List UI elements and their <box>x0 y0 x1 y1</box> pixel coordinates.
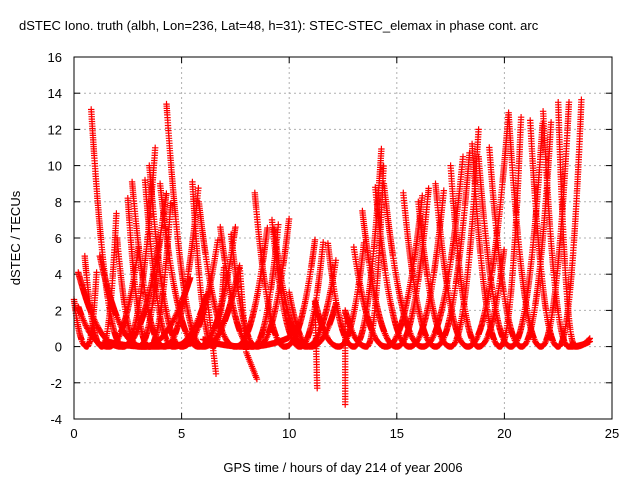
data-arc <box>199 334 293 350</box>
y-tick-label: 6 <box>55 231 62 246</box>
x-tick-label: 10 <box>282 426 296 441</box>
y-tick-label: 10 <box>48 159 62 174</box>
y-tick-label: -4 <box>50 412 62 427</box>
plus-markers <box>432 109 512 350</box>
plus-markers <box>555 99 593 350</box>
axis-ticks: 0 5 10 15 20 25 -4 -2 0 2 4 6 8 10 12 14 16 <box>48 50 620 441</box>
y-tick-label: 12 <box>48 122 62 137</box>
y-tick-label: -2 <box>50 376 62 391</box>
plus-markers <box>380 153 467 350</box>
x-tick-label: 15 <box>390 426 404 441</box>
chart-title: dSTEC Iono. truth (albh, Lon=236, Lat=48… <box>19 18 539 33</box>
y-tick-label: 0 <box>55 340 62 355</box>
x-tick-label: 5 <box>178 426 185 441</box>
y-tick-label: 8 <box>55 195 62 210</box>
data-arc <box>342 162 387 408</box>
x-axis-label: GPS time / hours of day 214 of year 2006 <box>223 460 462 475</box>
x-tick-label: 20 <box>497 426 511 441</box>
data-arc <box>527 96 585 350</box>
y-axis-label: dSTEC / TECUs <box>8 190 23 285</box>
plus-markers <box>527 96 585 350</box>
y-tick-label: 2 <box>55 303 62 318</box>
plus-markers <box>342 162 387 408</box>
x-tick-label: 0 <box>70 426 77 441</box>
plus-markers <box>475 120 546 350</box>
plot-frame <box>73 56 613 420</box>
y-tick-label: 14 <box>48 86 62 101</box>
data-arc <box>400 149 473 350</box>
plus-markers <box>199 334 293 350</box>
data-arc <box>555 99 593 350</box>
data-arc <box>380 153 467 350</box>
data-arc <box>103 338 196 350</box>
y-tick-label: 4 <box>55 267 62 282</box>
x-tick-label: 25 <box>605 426 619 441</box>
data-arc <box>475 120 546 350</box>
plot-data <box>70 96 593 408</box>
y-tick-label: 16 <box>48 50 62 65</box>
plus-markers <box>400 149 473 350</box>
grid-lines <box>74 57 612 419</box>
plus-markers <box>103 338 196 350</box>
data-arc <box>432 109 512 350</box>
